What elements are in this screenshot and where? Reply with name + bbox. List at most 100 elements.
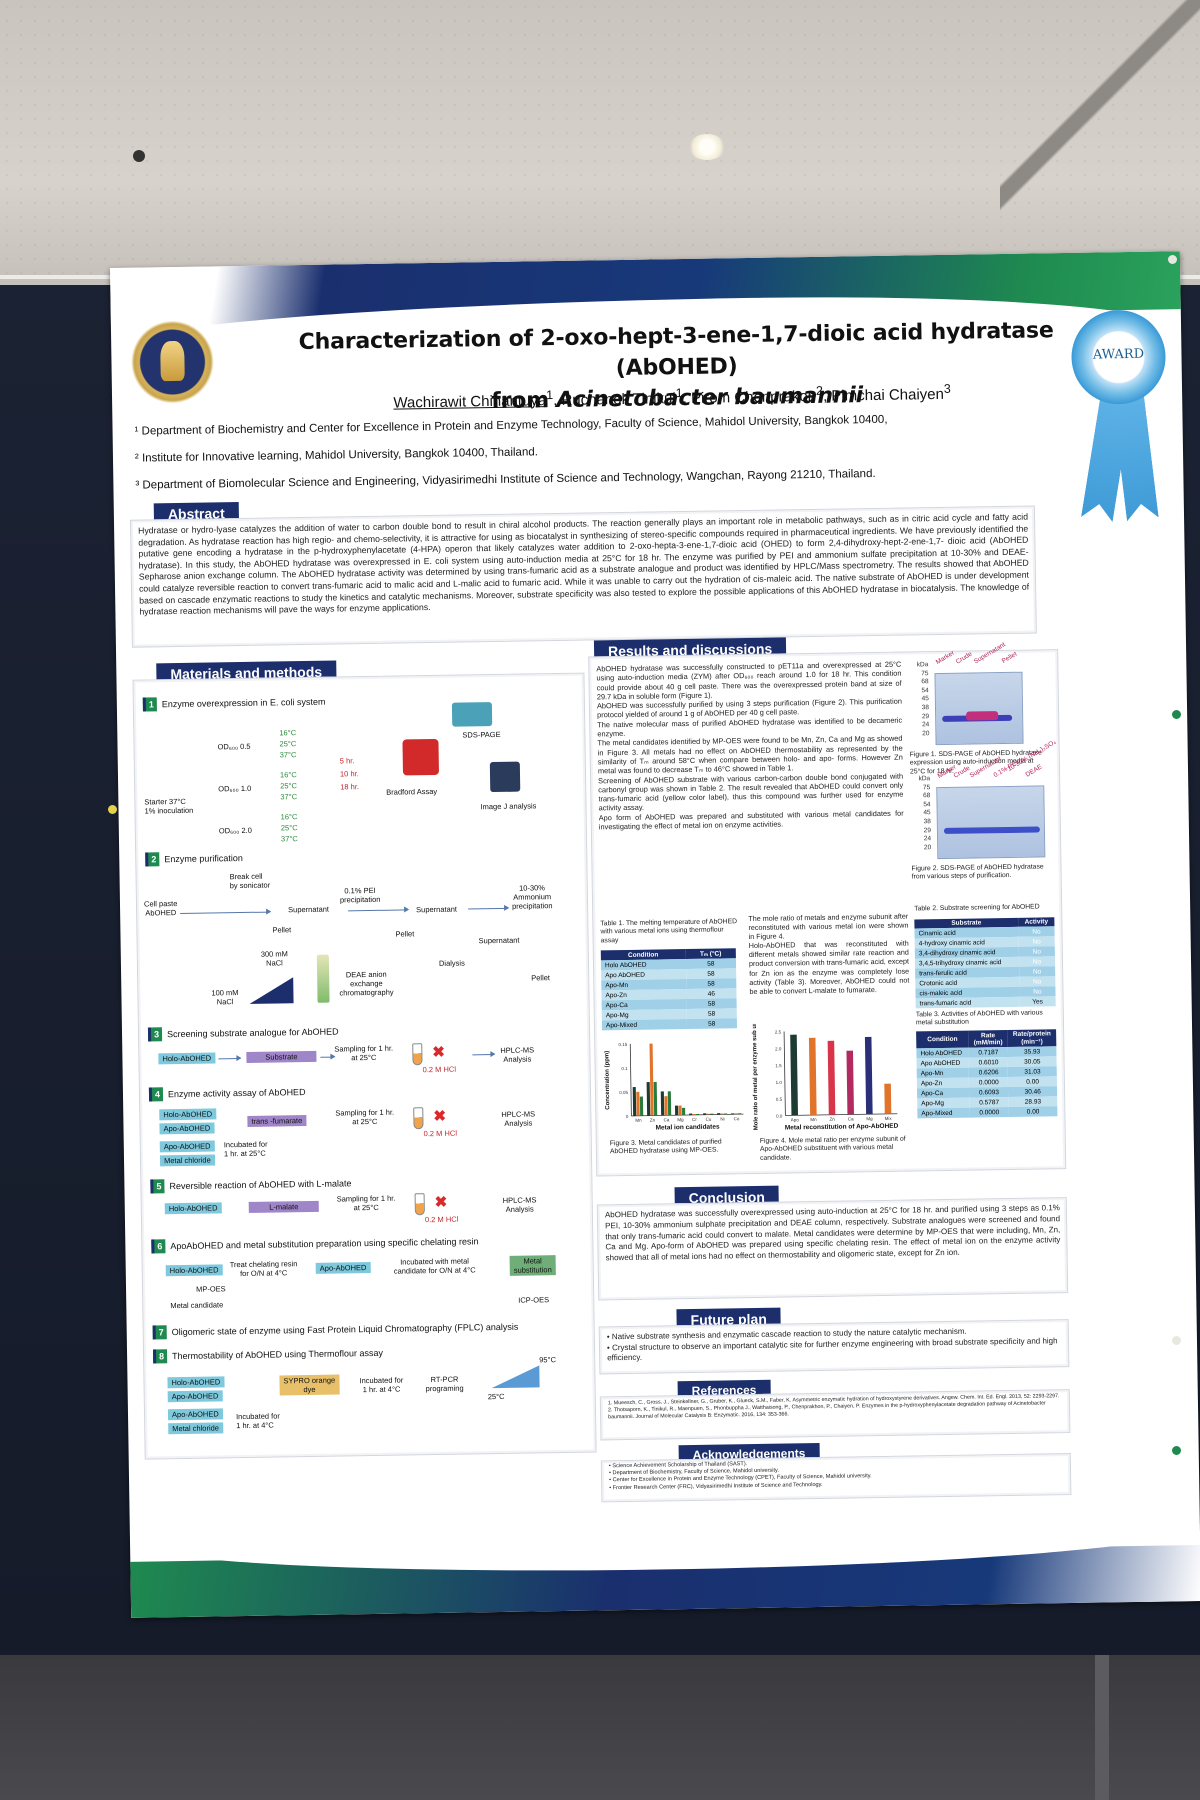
ceiling-light xyxy=(688,134,726,160)
push-pin xyxy=(1168,255,1177,264)
chart-bar xyxy=(724,1113,728,1115)
ladder-mark: 54 xyxy=(923,800,931,809)
ladder-mark: 38 xyxy=(921,704,930,712)
gel-tank-icon xyxy=(451,702,493,727)
stop-cross-icon: ✖ xyxy=(433,1107,447,1126)
table-2-row-cell: No xyxy=(1019,986,1056,997)
chart-bar xyxy=(790,1034,798,1116)
sds-page-gel-1 xyxy=(934,671,1024,746)
chart-bar xyxy=(689,1113,693,1116)
step-4-number: 4 xyxy=(148,1087,164,1102)
temps-group-2: 16°C 25°C 37°C xyxy=(280,769,297,802)
figure-4-chart: 2.5 2.0 1.5 1.0 0.5 0.0 Apo Mn Zn Ca Mg Mix Metal re… xyxy=(752,1022,899,1132)
gel-band-highlight xyxy=(966,711,999,721)
push-pin xyxy=(1172,1446,1181,1455)
ladder-mark: 45 xyxy=(923,809,931,817)
step-5-number: 5 xyxy=(150,1179,165,1194)
results-p7: The mole ratio of metals and enzyme subu… xyxy=(748,911,909,942)
author-2: , Ruchanok Tinikul xyxy=(553,390,676,410)
sampling-label-2: Sampling for 1 hr. at 25°C xyxy=(335,1107,395,1127)
ladder-mark: 29 xyxy=(923,826,931,834)
step-8-label: Thermostability of AbOHED using Thermofl… xyxy=(172,1347,384,1362)
board-stand-leg xyxy=(1095,1655,1109,1800)
table-3-row-cell: 0.5787 xyxy=(969,1096,1009,1108)
apo-tag: Apo-AbOHED xyxy=(159,1122,215,1135)
table-3-header: Rate/protein (min⁻¹) xyxy=(1007,1029,1057,1047)
supernatant-2: Supernatant xyxy=(416,904,458,915)
ammonium-label: 10-30% Ammonium precipitation xyxy=(512,883,553,911)
ladder-mark: 20 xyxy=(923,843,932,852)
flow-arrow xyxy=(218,1058,241,1060)
table-1-caption: Table 1. The melting temperature of AbOH… xyxy=(600,918,738,945)
fumarate-tag: trans -fumarate xyxy=(247,1115,307,1127)
x-tick-label: Mn xyxy=(635,1118,642,1123)
chart-bar xyxy=(706,1113,710,1115)
chart-bar xyxy=(731,1113,735,1115)
step-4-title: 4 Enzyme activity assay of AbOHED xyxy=(148,1085,306,1102)
ladder-mark: 24 xyxy=(923,835,932,843)
time-5h: 5 hr. xyxy=(339,756,355,766)
sampling-label-5: Sampling for 1 hr. at 25°C xyxy=(336,1193,396,1213)
table-2-row-cell: No xyxy=(1018,936,1055,947)
table-2-row-cell: No xyxy=(1018,956,1056,967)
supernatant-3: Supernatant xyxy=(478,935,520,946)
x-tick-label: Mg xyxy=(677,1117,684,1122)
metal-substitution-tag: Metal substitution xyxy=(509,1255,556,1276)
temp-37: 37°C xyxy=(280,792,298,802)
results-text-2: The mole ratio of metals and enzyme subu… xyxy=(748,912,910,1015)
chart-bar xyxy=(827,1040,836,1115)
methods-panel xyxy=(132,672,597,1460)
apo-tag-8b: Apo-AbOHED xyxy=(167,1408,223,1421)
cell-paste-label: Cell paste AbOHED xyxy=(143,899,178,918)
chart-bar xyxy=(646,1082,651,1116)
table-1-row-cell: Apo-Mixed xyxy=(601,1019,687,1031)
table-3-row-cell: 0.6206 xyxy=(969,1066,1009,1078)
stop-cross-icon: ✖ xyxy=(432,1043,446,1062)
pellet-1: Pellet xyxy=(272,925,292,935)
sample-tube-icon xyxy=(414,1193,425,1216)
affiliation-2: ² Institute for Innovative learning, Mah… xyxy=(134,446,538,465)
ladder-mark: 38 xyxy=(923,818,931,826)
pei-label: 0.1% PEI precipitation xyxy=(339,885,381,905)
temp-37: 37°C xyxy=(279,750,297,760)
x-tick-label: Cu xyxy=(706,1117,712,1122)
conclusion-text: AbOHED hydratase was successfully overex… xyxy=(604,1203,1061,1263)
apo-tag-8: Apo-AbOHED xyxy=(167,1390,223,1403)
x-tick-label: Ni xyxy=(720,1116,724,1121)
chelating-label: Treat chelating resin for O/N at 4°C xyxy=(229,1259,298,1279)
step-4-label: Enzyme activity assay of AbOHED xyxy=(167,1087,306,1100)
metal-chloride-tag: Metal chloride xyxy=(159,1154,215,1167)
ladder-unit: kDa xyxy=(918,775,931,783)
chart-bar xyxy=(649,1043,654,1116)
sypro-tag: SYPRO orange dye xyxy=(279,1374,340,1396)
hplc-label: HPLC-MS Analysis xyxy=(500,1045,535,1064)
step-2-label: Enzyme purification xyxy=(164,852,243,865)
time-points: 5 hr. 10 hr. 18 hr. xyxy=(340,754,359,793)
x-tick-label: Mix xyxy=(885,1116,893,1121)
figure-4-caption: Figure 4. Mole metal ratio per enzyme su… xyxy=(759,1135,906,1162)
table-3-row-cell: 0.6010 xyxy=(968,1056,1009,1068)
author-1: Wachirawit Chinantuya xyxy=(393,392,547,412)
step-3-number: 3 xyxy=(147,1027,163,1042)
chart-bar xyxy=(846,1050,854,1115)
od-2-0: OD₆₀₀ 2.0 xyxy=(218,825,252,836)
sds-page-label: SDS-PAGE xyxy=(462,729,501,740)
step-2-number: 2 xyxy=(145,852,160,867)
holo-tag-5: Holo-AbOHED xyxy=(164,1202,222,1215)
ceiling-beam xyxy=(1000,0,1200,260)
od-0-5: OD₆₀₀ 0.5 xyxy=(217,741,251,752)
chart-bar xyxy=(717,1113,721,1115)
chart-bar xyxy=(667,1091,672,1116)
ladder-mark: 20 xyxy=(922,729,930,738)
step-3-title: 3 Screening substrate analogue for AbOHED xyxy=(147,1025,339,1042)
gel-1-ladder: kDa 75 68 54 45 38 29 24 20 xyxy=(906,661,930,739)
x-tick-label: Cr xyxy=(692,1117,697,1122)
flow-arrow xyxy=(472,1054,495,1056)
chart-bar xyxy=(692,1113,696,1115)
x-axis-label: Metal reconstitution of Apo-AbOHED xyxy=(785,1123,899,1132)
y-tick-label: 0.5 xyxy=(776,1097,783,1102)
hplc-label-5: HPLC-MS Analysis xyxy=(502,1195,537,1214)
step-8-number: 8 xyxy=(152,1349,168,1364)
author-4-affil: 3 xyxy=(943,381,951,396)
bradford-label: Bradford Assay xyxy=(386,786,438,797)
